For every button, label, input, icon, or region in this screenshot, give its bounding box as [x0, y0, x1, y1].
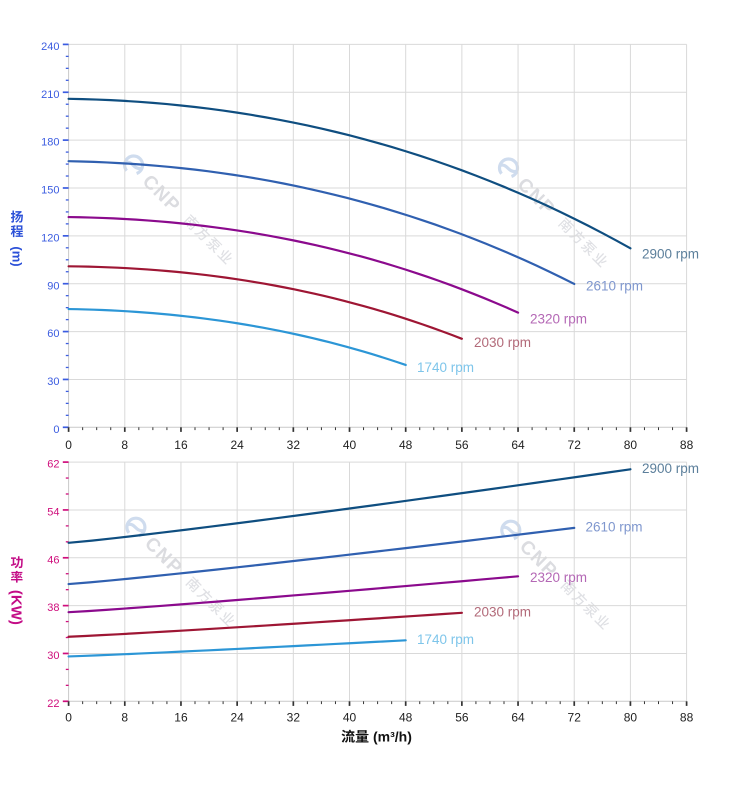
- svg-text:16: 16: [174, 711, 188, 725]
- svg-text:40: 40: [343, 711, 357, 725]
- svg-text:64: 64: [511, 438, 525, 452]
- svg-text:210: 210: [41, 89, 59, 101]
- svg-text:180: 180: [41, 137, 59, 149]
- svg-text:2320 rpm: 2320 rpm: [530, 311, 587, 326]
- svg-text:40: 40: [343, 438, 357, 452]
- svg-text:80: 80: [624, 711, 638, 725]
- svg-text:(KW): (KW): [8, 590, 25, 625]
- svg-text:0: 0: [65, 438, 72, 452]
- svg-text:72: 72: [568, 711, 582, 725]
- svg-text:150: 150: [41, 185, 59, 197]
- svg-text:54: 54: [47, 507, 59, 519]
- svg-text:64: 64: [511, 711, 525, 725]
- svg-text:(m³/h): (m³/h): [373, 729, 412, 745]
- svg-text:240: 240: [41, 41, 59, 53]
- svg-text:16: 16: [174, 438, 188, 452]
- svg-text:0: 0: [65, 711, 72, 725]
- svg-text:2900 rpm: 2900 rpm: [642, 246, 699, 261]
- svg-text:2320 rpm: 2320 rpm: [530, 570, 587, 585]
- svg-text:24: 24: [230, 438, 244, 452]
- svg-text:0: 0: [53, 424, 59, 436]
- svg-text:80: 80: [624, 438, 638, 452]
- svg-text:2030 rpm: 2030 rpm: [474, 335, 531, 350]
- svg-text:30: 30: [47, 376, 59, 388]
- svg-text:38: 38: [47, 602, 59, 614]
- svg-text:120: 120: [41, 232, 59, 244]
- svg-text:2900 rpm: 2900 rpm: [642, 461, 699, 476]
- svg-text:8: 8: [121, 711, 128, 725]
- svg-text:1740 rpm: 1740 rpm: [417, 360, 474, 375]
- svg-text:8: 8: [121, 438, 128, 452]
- svg-text:60: 60: [47, 328, 59, 340]
- svg-text:2030 rpm: 2030 rpm: [474, 605, 531, 620]
- svg-text:48: 48: [399, 711, 413, 725]
- svg-text:88: 88: [680, 438, 694, 452]
- svg-text:22: 22: [47, 698, 59, 710]
- svg-text:62: 62: [47, 459, 59, 471]
- svg-text:30: 30: [47, 650, 59, 662]
- svg-text:(m): (m): [9, 246, 24, 266]
- svg-text:32: 32: [287, 711, 301, 725]
- svg-text:56: 56: [455, 711, 469, 725]
- svg-text:46: 46: [47, 554, 59, 566]
- svg-text:1740 rpm: 1740 rpm: [417, 632, 474, 647]
- svg-text:2610 rpm: 2610 rpm: [586, 279, 643, 294]
- svg-text:72: 72: [568, 438, 582, 452]
- svg-text:88: 88: [680, 711, 694, 725]
- svg-text:32: 32: [287, 438, 301, 452]
- svg-text:24: 24: [230, 711, 244, 725]
- svg-text:90: 90: [47, 280, 59, 292]
- svg-text:48: 48: [399, 438, 413, 452]
- svg-text:2610 rpm: 2610 rpm: [586, 519, 643, 534]
- svg-text:56: 56: [455, 438, 469, 452]
